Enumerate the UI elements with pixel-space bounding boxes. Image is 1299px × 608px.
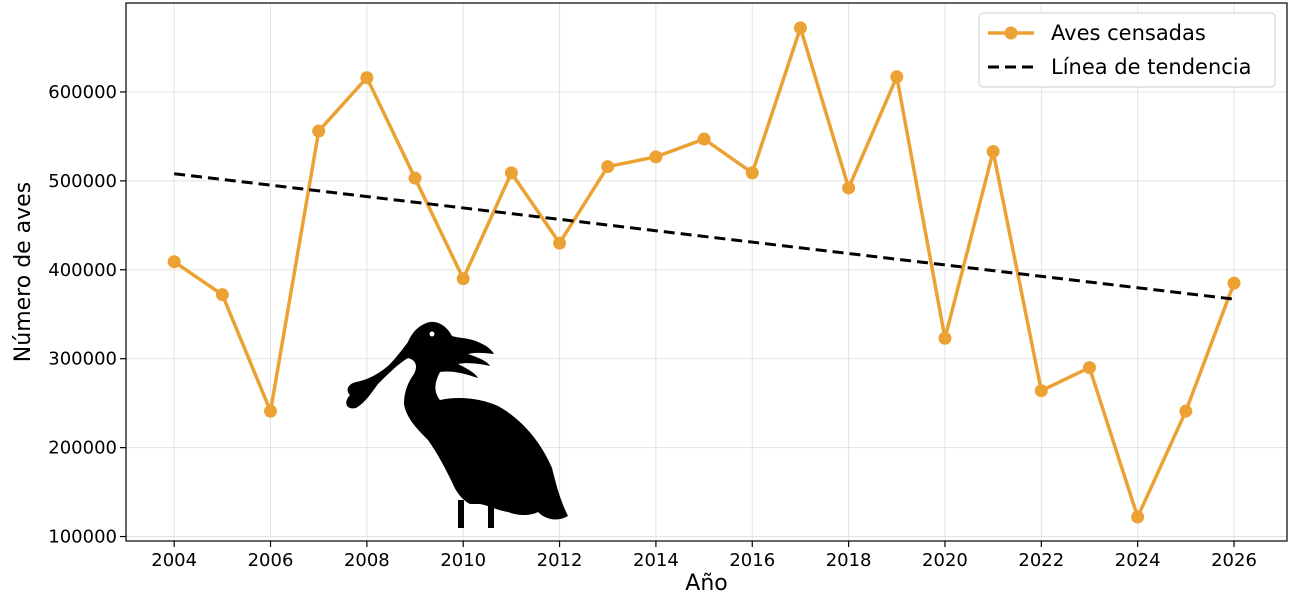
data-point-aves-censadas bbox=[745, 166, 759, 180]
x-tick-label: 2012 bbox=[537, 550, 583, 571]
x-axis-label: Año bbox=[685, 571, 727, 596]
data-point-aves-censadas bbox=[312, 124, 326, 138]
plot-frame bbox=[125, 2, 1288, 542]
x-axis-ticks: 2004 2006 2008 2010 2012 2014 2016 2018 2020 2022… bbox=[151, 541, 1257, 571]
y-tick-label: 100000 bbox=[48, 527, 117, 548]
y-tick-label: 300000 bbox=[48, 349, 117, 370]
x-tick-label: 2004 bbox=[151, 550, 197, 571]
data-point-aves-censadas bbox=[1227, 276, 1241, 290]
data-point-aves-censadas bbox=[553, 236, 567, 250]
legend-label-aves-censadas: Aves censadas bbox=[1051, 21, 1206, 45]
data-point-aves-censadas bbox=[601, 160, 615, 174]
x-tick-label: 2006 bbox=[248, 550, 294, 571]
legend-label-linea-de-tendencia: Línea de tendencia bbox=[1051, 55, 1252, 79]
data-point-aves-censadas bbox=[408, 171, 422, 185]
x-tick-label: 2016 bbox=[729, 550, 775, 571]
y-axis-ticks: 100000 200000 300000 400000 500000 600000 bbox=[48, 82, 126, 548]
series-line-linea-de-tendencia bbox=[173, 172, 1235, 301]
data-point-aves-censadas bbox=[264, 404, 278, 418]
data-point-aves-censadas bbox=[697, 132, 711, 146]
series-line-aves-censadas bbox=[173, 26, 1236, 519]
y-tick-label: 200000 bbox=[48, 438, 117, 459]
data-point-aves-censadas bbox=[1131, 510, 1145, 524]
x-tick-label: 2020 bbox=[922, 550, 968, 571]
y-tick-label: 500000 bbox=[48, 171, 117, 192]
y-axis-label: Número de aves bbox=[11, 182, 36, 362]
x-tick-label: 2014 bbox=[633, 550, 679, 571]
data-point-aves-censadas bbox=[890, 70, 904, 84]
legend-box bbox=[978, 12, 1276, 88]
series-layer bbox=[167, 21, 1241, 524]
x-tick-label: 2018 bbox=[826, 550, 872, 571]
data-point-aves-censadas bbox=[1082, 361, 1096, 375]
data-point-aves-censadas bbox=[842, 181, 856, 195]
data-point-aves-censadas bbox=[986, 145, 1000, 159]
x-tick-label: 2008 bbox=[344, 550, 390, 571]
x-tick-label: 2024 bbox=[1115, 550, 1161, 571]
legend: Aves censadas Línea de tendencia bbox=[978, 12, 1276, 88]
x-tick-label: 2026 bbox=[1211, 550, 1257, 571]
x-tick-label: 2022 bbox=[1018, 550, 1064, 571]
data-point-aves-censadas bbox=[456, 272, 470, 286]
data-point-aves-censadas bbox=[649, 150, 663, 164]
data-point-aves-censadas bbox=[167, 255, 181, 269]
legend-marker-aves-censadas bbox=[1004, 26, 1018, 40]
data-point-aves-censadas bbox=[360, 71, 374, 85]
y-tick-label: 600000 bbox=[48, 82, 117, 103]
x-tick-label: 2010 bbox=[440, 550, 486, 571]
data-point-aves-censadas bbox=[504, 166, 518, 180]
grid bbox=[126, 3, 1287, 541]
data-point-aves-censadas bbox=[793, 21, 807, 35]
data-point-aves-censadas bbox=[938, 331, 952, 345]
data-point-aves-censadas bbox=[1034, 384, 1048, 398]
data-point-aves-censadas bbox=[215, 288, 229, 302]
y-tick-label: 400000 bbox=[48, 260, 117, 281]
data-point-aves-censadas bbox=[1179, 404, 1193, 418]
spoonbill-silhouette-icon bbox=[346, 321, 568, 528]
